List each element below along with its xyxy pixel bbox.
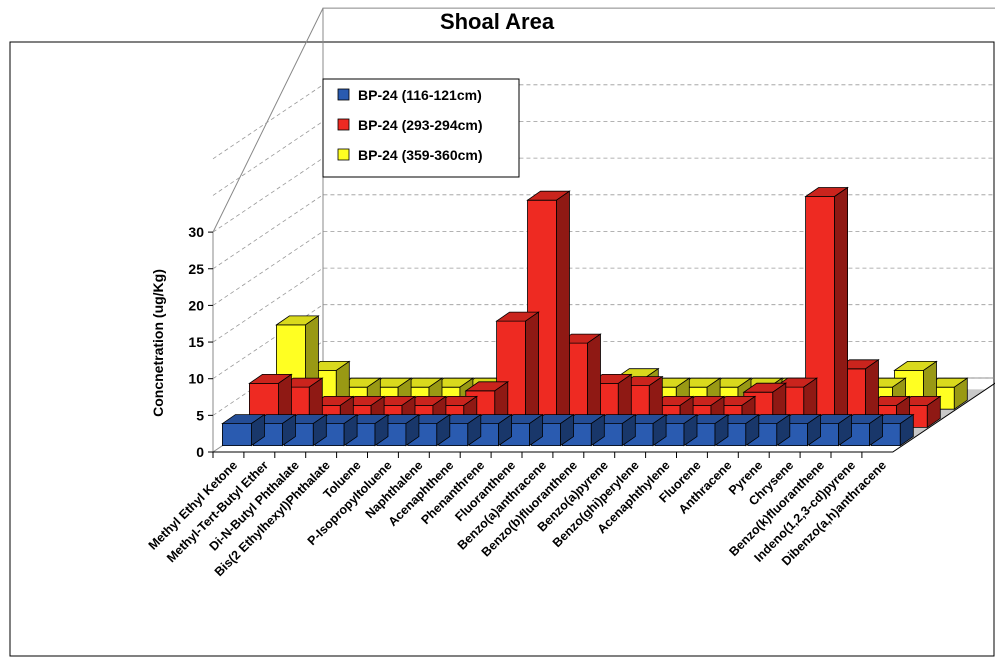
bar: [221, 423, 252, 447]
legend-swatch: [337, 88, 350, 101]
gridline: [212, 84, 995, 160]
y-tick-label: 0: [196, 444, 204, 460]
bar-side: [525, 311, 539, 429]
bar-side: [436, 413, 451, 447]
bar-side: [834, 186, 848, 429]
bar-side: [776, 413, 791, 447]
bar-side: [683, 413, 698, 447]
bar-side: [587, 333, 601, 429]
bar-side: [869, 413, 883, 447]
y-tick-label: 15: [188, 334, 204, 350]
bar-side: [556, 190, 570, 429]
legend-swatch: [337, 148, 350, 161]
chart-title: Shoal Area: [440, 9, 555, 34]
bar-side: [953, 377, 968, 410]
gridline: [212, 121, 995, 196]
bar-side: [312, 413, 327, 447]
y-tick-label: 25: [188, 261, 204, 277]
gridline: [212, 230, 995, 306]
legend-entry: BP-24 (116-121cm): [358, 87, 482, 103]
y-axis-label: Concnetration (ug/Kg): [150, 269, 166, 417]
gridline: [212, 267, 995, 343]
bar-side: [807, 413, 821, 447]
bar-side: [838, 413, 852, 447]
bar-side: [899, 413, 914, 447]
chart-bars: [221, 186, 969, 447]
y-tick-label: 20: [188, 297, 204, 313]
bar-side: [926, 395, 941, 429]
gridline: [212, 194, 995, 270]
bar-side: [714, 413, 729, 447]
bar-side: [498, 413, 513, 447]
bar-side: [374, 413, 389, 447]
chart-axes: [208, 231, 995, 458]
legend-box: [322, 78, 520, 178]
bar-side: [652, 413, 667, 447]
gridline: [212, 157, 995, 233]
x-axis-line: [213, 382, 995, 453]
y-tick-label: 5: [196, 407, 204, 423]
bar-side: [590, 413, 605, 447]
bar-side: [250, 413, 265, 447]
bar-side: [467, 413, 482, 447]
bar-side: [745, 413, 760, 447]
legend: BP-24 (116-121cm) BP-24 (293-294cm) BP-24 …: [322, 78, 520, 178]
bar-side: [281, 413, 296, 447]
bar-side: [343, 413, 358, 447]
y-tick-labels: 0 5 10 15 20 25 30: [188, 224, 204, 460]
bar-side: [405, 413, 420, 447]
legend-swatch: [337, 118, 350, 131]
y-tick-label: 30: [188, 224, 204, 240]
chart-frame: [9, 41, 995, 657]
gridline: [212, 304, 995, 380]
y-tick-label: 10: [188, 371, 204, 387]
legend-entry: BP-24 (293-294cm): [358, 117, 483, 133]
legend-entry: BP-24 (359-360cm): [358, 147, 483, 163]
bar-side: [560, 413, 574, 447]
bar-side: [529, 413, 543, 447]
bar-side: [621, 413, 636, 447]
